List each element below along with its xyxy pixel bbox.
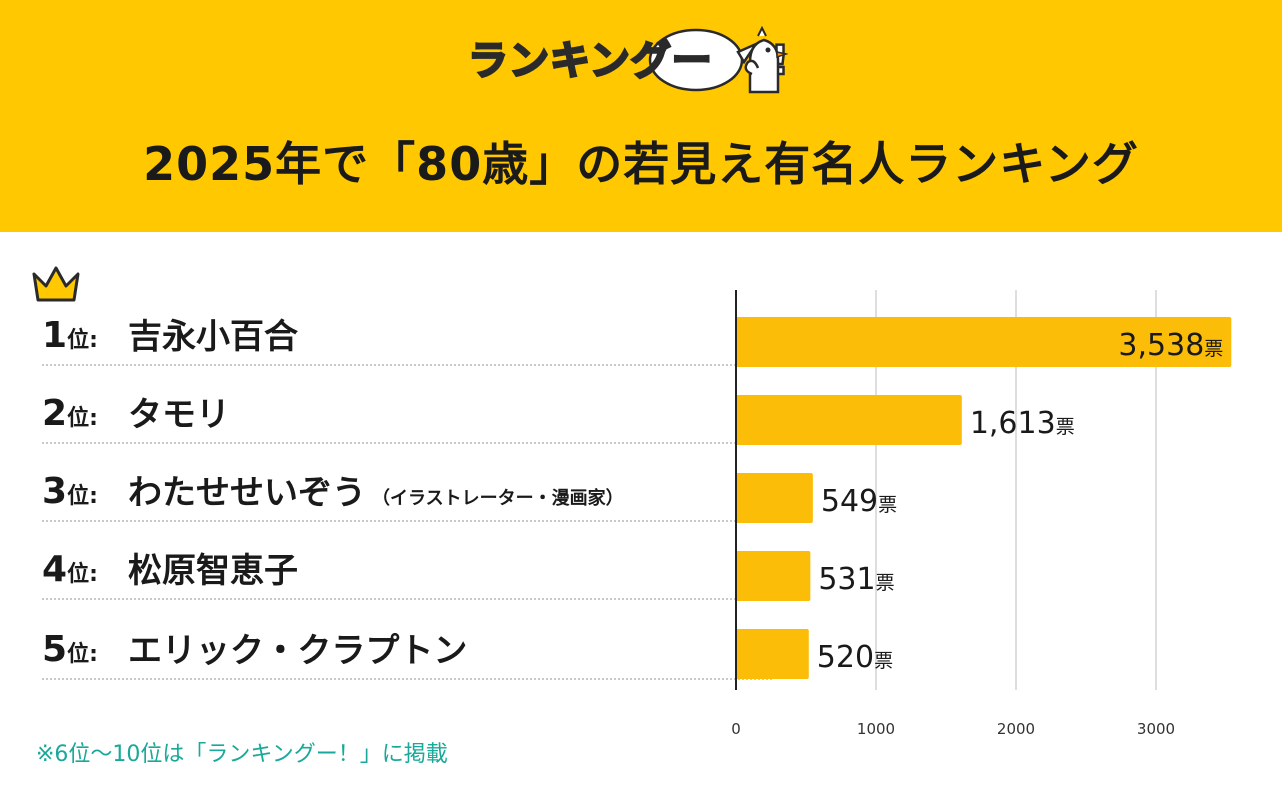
- celebrity-name: わたせせいぞう （イラストレーター・漫画家）: [128, 473, 624, 513]
- rank-label: 3位:: [42, 471, 98, 512]
- celebrity-name: 松原智恵子: [128, 551, 298, 591]
- bar-5: [736, 629, 809, 679]
- vote-bar-chart: 0 1000 2000 3000 3,538票 1,613票 549票 531票 520票: [731, 290, 1232, 738]
- tick-label-0: 0: [731, 720, 741, 738]
- row-divider: [42, 598, 772, 600]
- row-divider: [42, 364, 772, 366]
- celebrity-name: エリック・クラプトン: [128, 631, 468, 671]
- rank-label: 5位:: [42, 629, 98, 670]
- data-label-4: 531票: [818, 562, 894, 597]
- rank-label: 1位:: [42, 315, 98, 356]
- row-divider: [42, 442, 772, 444]
- crown-icon: [32, 266, 80, 302]
- page-title: 2025年で「80歳」の若見え有名人ランキング: [143, 137, 1139, 191]
- data-label-1: 3,538票: [1118, 328, 1223, 363]
- header-banner: ランキングー! 2025年で「80歳」の若見え有名人ランキング: [0, 0, 1282, 232]
- row-divider: [42, 678, 772, 680]
- chick-mascot-icon: [744, 26, 788, 94]
- ranking-row-1: 1位: 吉永小百合: [42, 315, 772, 366]
- celebrity-name: 吉永小百合: [128, 317, 298, 357]
- ranking-row-5: 5位: エリック・クラプトン: [42, 629, 772, 680]
- tick-label-2000: 2000: [997, 720, 1035, 738]
- row-divider: [42, 520, 772, 522]
- bar-4: [736, 551, 811, 601]
- logo: ランキングー!: [467, 20, 818, 102]
- data-label-3: 549票: [821, 484, 897, 519]
- footnote: ※6位〜10位は「ランキングー！」に掲載: [36, 742, 448, 767]
- rank-label: 2位:: [42, 393, 98, 434]
- ranking-row-2: 2位: タモリ: [42, 393, 772, 444]
- ranking-row-4: 4位: 松原智恵子: [42, 549, 772, 600]
- bar-1: [736, 317, 1232, 367]
- bar-3: [736, 473, 813, 523]
- rank-label: 4位:: [42, 549, 98, 590]
- logo-text: ランキングー!: [467, 37, 791, 86]
- ranking-row-3: 3位: わたせせいぞう （イラストレーター・漫画家）: [42, 471, 772, 522]
- celebrity-name: タモリ: [128, 395, 230, 435]
- tick-label-3000: 3000: [1137, 720, 1175, 738]
- data-label-2: 1,613票: [970, 406, 1075, 441]
- data-label-5: 520票: [817, 640, 893, 675]
- tick-label-1000: 1000: [857, 720, 895, 738]
- bar-2: [736, 395, 962, 445]
